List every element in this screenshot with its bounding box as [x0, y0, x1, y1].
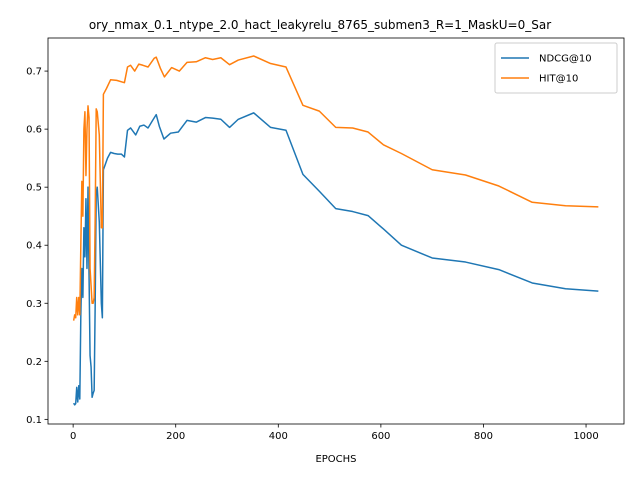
- legend-label-1: HIT@10: [539, 74, 578, 85]
- x-tick-label: 600: [371, 431, 390, 442]
- series-line-0: [73, 112, 599, 406]
- y-tick-label: 0.1: [26, 415, 42, 426]
- y-tick-label: 0.7: [26, 67, 42, 78]
- y-tick-label: 0.6: [26, 125, 42, 136]
- x-tick-label: 0: [70, 431, 76, 442]
- y-tick-label: 0.2: [26, 357, 42, 368]
- legend: NDCG@10 HIT@10: [494, 42, 618, 94]
- x-tick-label: 400: [269, 431, 288, 442]
- x-axis: 0 200 400 600 800 1000: [70, 424, 599, 442]
- legend-label-0: NDCG@10: [539, 54, 592, 65]
- series-line-1: [72, 55, 599, 321]
- y-tick-label: 0.4: [26, 241, 42, 252]
- x-tick-label: 200: [166, 431, 185, 442]
- x-tick-label: 1000: [573, 431, 598, 442]
- chart-title: ory_nmax_0.1_ntype_2.0_hact_leakyrelu_87…: [89, 18, 551, 32]
- y-tick-label: 0.5: [26, 183, 42, 194]
- plot-lines: [72, 55, 599, 406]
- legend-box: [494, 42, 618, 94]
- x-tick-label: 800: [474, 431, 493, 442]
- x-axis-label: EPOCHS: [315, 454, 356, 465]
- axes-frame: [47, 37, 625, 425]
- y-axis: 0.1 0.2 0.3 0.4 0.5 0.6 0.7: [26, 67, 48, 426]
- y-tick-label: 0.3: [26, 299, 42, 310]
